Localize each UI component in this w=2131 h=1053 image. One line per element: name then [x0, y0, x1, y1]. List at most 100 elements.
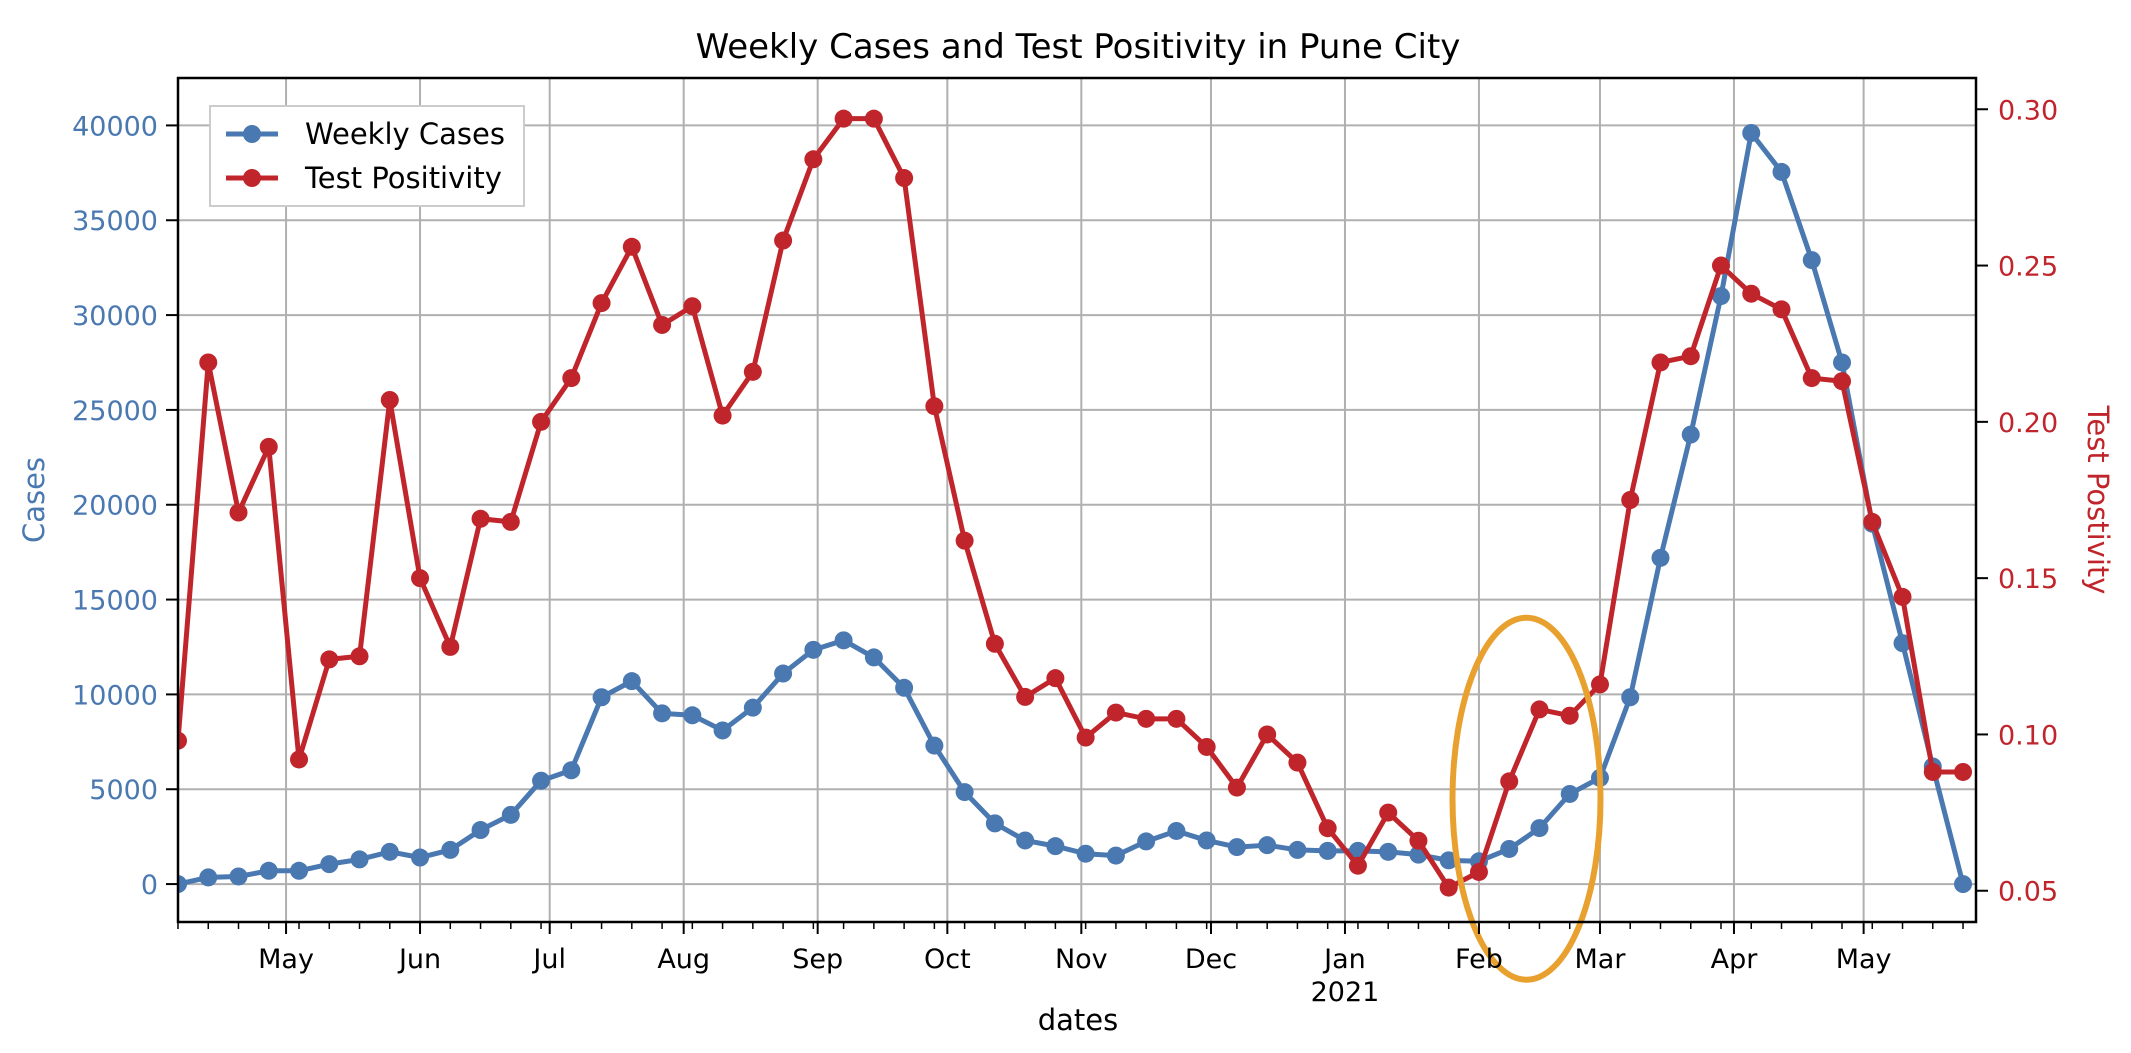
- test-positivity-point: [1651, 353, 1670, 372]
- test-positivity-point: [199, 353, 218, 372]
- x-tick-label: Dec: [1185, 944, 1237, 975]
- weekly-cases-point: [864, 648, 883, 667]
- weekly-cases-point: [411, 848, 430, 867]
- test-positivity-point: [411, 569, 430, 588]
- test-positivity-point: [683, 297, 702, 316]
- test-positivity-point: [622, 237, 641, 256]
- legend-label-weekly-cases: Weekly Cases: [305, 117, 505, 151]
- test-positivity-point: [1046, 669, 1065, 688]
- test-positivity-point: [320, 650, 339, 669]
- test-positivity-point: [1590, 675, 1609, 694]
- left-tick-label: 30000: [72, 301, 158, 332]
- x-tick-label: Jan: [1322, 944, 1366, 975]
- x-tick-label: Mar: [1574, 944, 1626, 975]
- x-tick-label: Jun: [397, 944, 441, 975]
- weekly-cases-point: [592, 688, 611, 707]
- weekly-cases-point: [985, 814, 1004, 833]
- test-positivity-point: [1167, 709, 1186, 728]
- test-positivity-point: [1016, 687, 1035, 706]
- test-positivity-point: [1076, 728, 1095, 747]
- series-group: [178, 109, 1973, 897]
- weekly-cases-point: [1106, 846, 1125, 865]
- weekly-cases-point: [1046, 837, 1065, 856]
- weekly-cases-point: [350, 850, 369, 869]
- left-tick-label: 0: [141, 870, 158, 901]
- right-tick-label: 0.25: [1998, 252, 2058, 283]
- weekly-cases-point: [955, 783, 974, 802]
- test-positivity-point: [1288, 753, 1307, 772]
- plot-frame: [176, 76, 1978, 924]
- legend-marker-weekly-cases: [243, 125, 261, 143]
- weekly-cases-point: [1167, 821, 1186, 840]
- legend: Weekly Cases Test Positivity: [209, 105, 525, 207]
- test-positivity-point: [441, 637, 460, 656]
- test-positivity-point: [501, 512, 520, 531]
- legend-box: [209, 105, 525, 207]
- test-positivity-point: [592, 294, 611, 313]
- test-positivity-point: [1621, 491, 1640, 509]
- weekly-cases-point: [622, 672, 641, 691]
- test-positivity-point: [743, 362, 762, 381]
- left-axis-title: Cases: [17, 457, 51, 543]
- weekly-cases-point: [1500, 839, 1519, 858]
- weekly-cases-point: [290, 861, 309, 880]
- x-tick-label: Feb: [1455, 944, 1503, 975]
- weekly-cases-point: [441, 840, 460, 859]
- test-positivity-point: [562, 369, 581, 388]
- weekly-cases-point: [229, 867, 248, 886]
- x-tick-label: Apr: [1711, 944, 1759, 975]
- weekly-cases-point: [380, 842, 399, 861]
- weekly-cases-point: [178, 875, 187, 894]
- weekly-cases-point: [895, 678, 914, 697]
- test-positivity-point: [1681, 347, 1700, 366]
- weekly-cases-point: [925, 736, 944, 755]
- x-tick-label: Nov: [1055, 944, 1108, 975]
- weekly-cases-point: [1288, 840, 1307, 859]
- left-tick-label: 20000: [72, 491, 158, 522]
- right-tick-label: 0.20: [1998, 408, 2058, 439]
- weekly-cases-point: [1016, 831, 1035, 850]
- left-tick-label: 40000: [72, 111, 158, 142]
- weekly-cases-point: [1530, 819, 1549, 838]
- weekly-cases-point: [471, 821, 490, 840]
- weekly-cases-point: [501, 805, 520, 824]
- test-positivity-point: [1348, 856, 1367, 875]
- weekly-cases-point: [1772, 162, 1791, 181]
- weekly-cases-point: [1802, 251, 1821, 270]
- test-positivity-point: [1379, 803, 1398, 822]
- test-positivity-point: [653, 315, 672, 334]
- test-positivity-point: [229, 503, 248, 522]
- weekly-cases-point: [199, 868, 218, 887]
- weekly-cases-point: [532, 771, 551, 790]
- weekly-cases-point: [1137, 832, 1156, 851]
- test-positivity-point: [1500, 772, 1519, 791]
- test-positivity-point: [864, 109, 883, 128]
- weekly-cases-point: [1560, 784, 1579, 803]
- weekly-cases-point: [1621, 688, 1640, 707]
- weekly-cases-point: [1651, 548, 1670, 567]
- weekly-cases-point: [1681, 425, 1700, 444]
- test-positivity-point: [834, 109, 853, 128]
- highlight-ellipse: [1449, 614, 1604, 983]
- test-positivity-point: [1530, 700, 1549, 719]
- chart-title: Weekly Cases and Test Positivity in Pune…: [696, 27, 1461, 67]
- left-tick-label: 15000: [72, 586, 158, 617]
- left-tick-label: 35000: [72, 206, 158, 237]
- weekly-cases-point: [1711, 287, 1730, 306]
- right-axis-title: Test Postivity: [2081, 405, 2115, 595]
- test-positivity-point: [259, 437, 278, 456]
- left-tick-label: 5000: [89, 775, 158, 806]
- x-year-label: 2021: [1311, 977, 1380, 1008]
- x-tick-label: Aug: [657, 944, 710, 975]
- test-positivity-point: [1318, 819, 1337, 838]
- test-positivity-point: [1772, 300, 1791, 319]
- x-tick-label: Oct: [924, 944, 971, 975]
- weekly-cases-point: [259, 861, 278, 880]
- weekly-cases-point: [1076, 844, 1095, 863]
- test-positivity-point: [1711, 256, 1730, 275]
- weekly-cases-point: [320, 855, 339, 874]
- test-positivity-point: [774, 231, 793, 250]
- x-tick-label: Sep: [792, 944, 843, 975]
- test-positivity-point: [471, 509, 490, 528]
